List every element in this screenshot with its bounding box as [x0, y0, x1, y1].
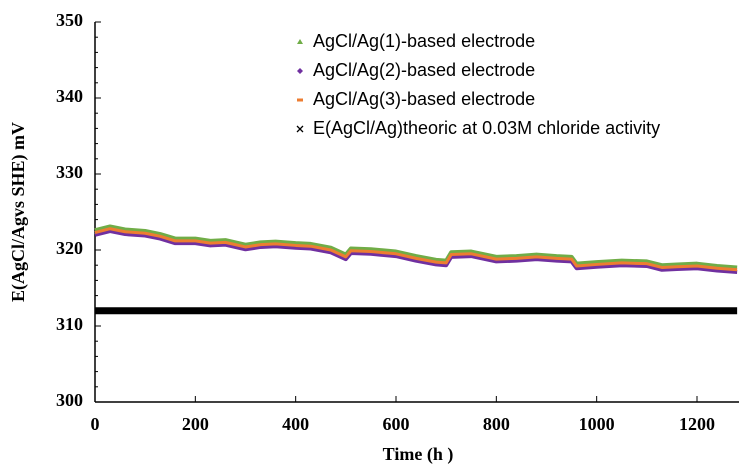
series-line	[94, 227, 738, 272]
legend-marker	[297, 68, 303, 74]
y-tick-label: 310	[56, 314, 83, 334]
y-tick-label: 330	[56, 162, 83, 182]
legend-marker	[296, 125, 304, 133]
x-tick-label: 1200	[679, 414, 715, 434]
legend-label: AgCl/Ag(2)-based electrode	[313, 60, 535, 80]
x-tick-label: 600	[383, 414, 410, 434]
x-tick-label: 800	[483, 414, 510, 434]
series-line	[94, 224, 738, 270]
y-tick-label: 300	[56, 390, 83, 410]
y-axis-label: E(AgCl/Agvs SHE) mV	[8, 122, 29, 302]
series-line	[94, 229, 738, 275]
legend-label: AgCl/Ag(3)-based electrode	[313, 89, 535, 109]
y-tick-label: 340	[56, 86, 83, 106]
x-tick-label: 1000	[579, 414, 615, 434]
x-tick-label: 200	[182, 414, 209, 434]
legend-marker	[297, 98, 303, 102]
x-tick-label: 400	[282, 414, 309, 434]
legend-marker	[297, 39, 303, 44]
legend-label: AgCl/Ag(1)-based electrode	[313, 31, 535, 51]
y-tick-label: 320	[56, 238, 83, 258]
x-axis-label: Time (h )	[383, 444, 454, 465]
x-tick-label: 0	[91, 414, 100, 434]
y-tick-label: 350	[56, 10, 83, 30]
legend-label: E(AgCl/Ag)theoric at 0.03M chloride acti…	[313, 118, 660, 138]
